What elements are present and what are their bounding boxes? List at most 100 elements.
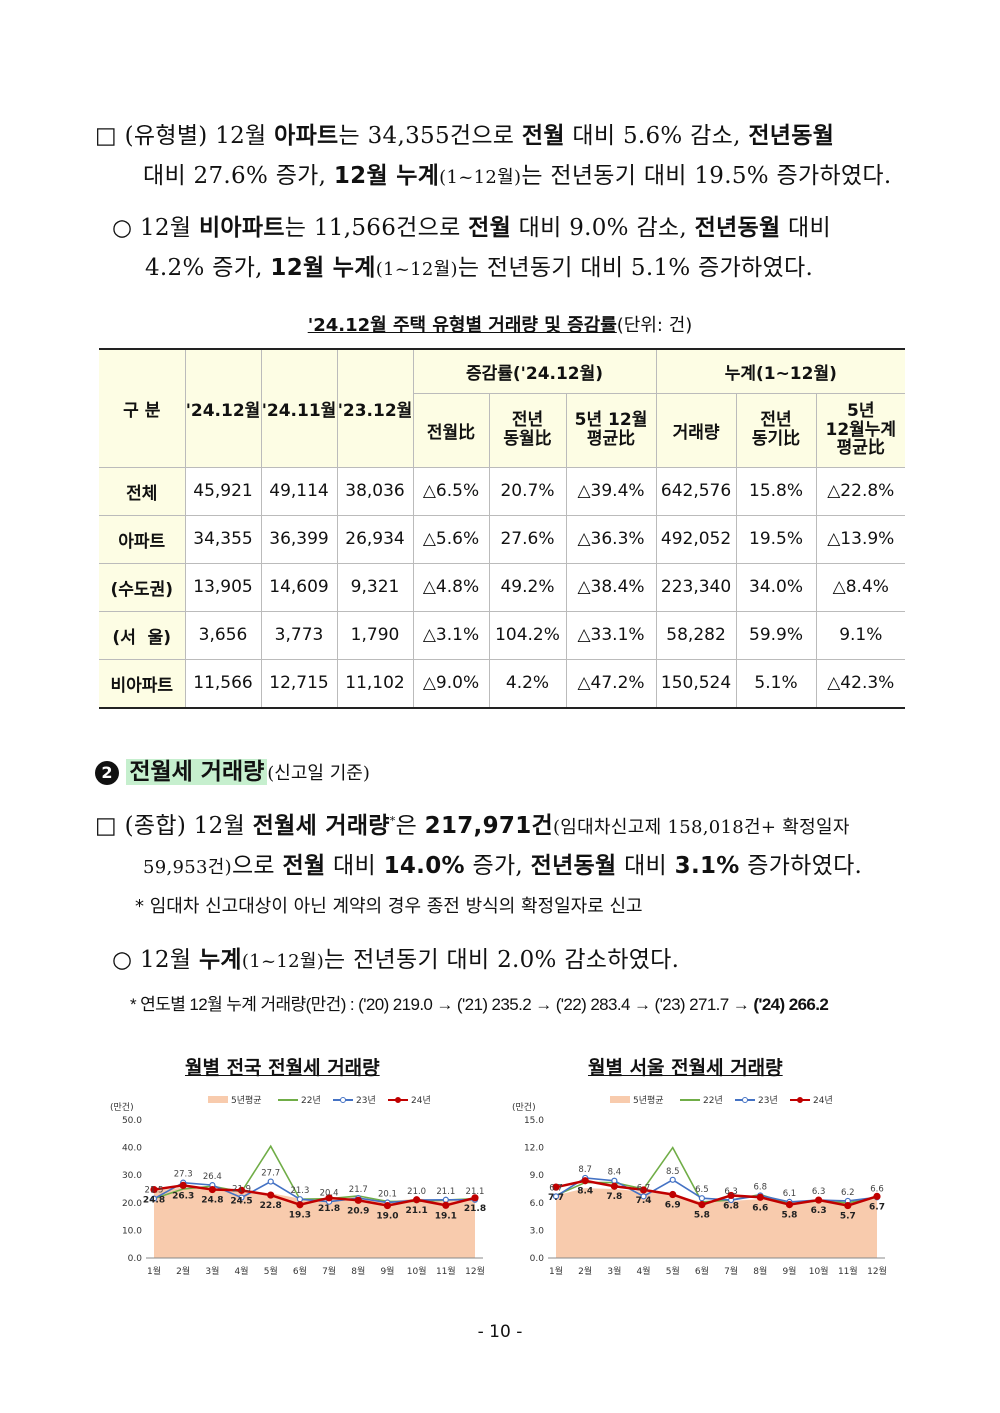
- text: (종합) 12월: [124, 813, 253, 839]
- text: 는 34,355건으로: [338, 123, 522, 149]
- legend-marker: [742, 1097, 748, 1103]
- data-label-23: 8.7: [578, 1165, 592, 1175]
- table-row: 아파트 34,355 36,399 26,934 △5.6% 27.6% △36.3% 492…: [99, 514, 906, 564]
- x-tick-label: 4월: [637, 1265, 651, 1277]
- table-cell: 20.7%: [488, 466, 567, 516]
- table-cell: △13.9%: [815, 514, 906, 564]
- para-line: 59,953건)으로 전월 대비 14.0% 증가, 전년동월 대비 3.1% …: [143, 846, 862, 880]
- text: (임대차신고제 158,018건+ 확정일자: [552, 817, 850, 838]
- x-tick-label: 4월: [235, 1265, 249, 1277]
- row-label: 전체: [99, 466, 186, 516]
- footnote-1: * 임대차 신고대상이 아닌 계약의 경우 종전 방식의 확정일자로 신고: [135, 896, 643, 917]
- text: 은: [395, 813, 425, 839]
- data-label-24: 21.8: [318, 1204, 340, 1214]
- data-label-24: 22.8: [260, 1201, 282, 1211]
- data-label-24: 5.7: [840, 1212, 856, 1222]
- data-label-23: 6.3: [724, 1187, 738, 1197]
- text: (1~12월): [439, 167, 522, 188]
- table-cell: 492,052: [655, 514, 737, 564]
- text: 대비 5.6% 감소,: [564, 123, 749, 149]
- legend-marker: [797, 1097, 803, 1103]
- table-cell: 5.1%: [735, 658, 817, 709]
- footnote-2: * 연도별 12월 누계 거래량(만건) : ('20) 219.0 → ('2…: [130, 990, 829, 1015]
- text-bold: 비아파트: [198, 215, 285, 241]
- x-tick-label: 2월: [176, 1265, 190, 1277]
- legend-swatch: [610, 1096, 630, 1103]
- x-tick-label: 8월: [753, 1265, 767, 1277]
- chart-title-seoul: 월별 서울 전월세 거래량: [588, 1057, 783, 1079]
- x-tick-label: 7월: [724, 1265, 738, 1277]
- x-tick-label: 11월: [436, 1265, 456, 1277]
- legend-marker: [340, 1097, 346, 1103]
- x-tick-label: 10월: [407, 1265, 427, 1277]
- text: 증가하였다.: [739, 853, 863, 879]
- y-tick-label: 50.0: [122, 1116, 142, 1126]
- page-number: - 10 -: [477, 1322, 523, 1342]
- text: * 연도별 12월 누계 거래량(만건) : ('20) 219.0 → ('2…: [130, 995, 754, 1014]
- series-point-24년: [354, 1196, 362, 1204]
- data-label-24: 19.1: [435, 1211, 457, 1221]
- header-5yr-avg: 5년 12월 평균比: [565, 393, 657, 467]
- y-tick-label: 40.0: [122, 1144, 142, 1154]
- table-cell: 34,355: [184, 514, 262, 564]
- table-cell: 3,773: [260, 610, 338, 660]
- row-label: (서 울): [99, 610, 186, 660]
- y-tick-label: 12.0: [524, 1144, 544, 1154]
- series-point-24년: [698, 1201, 706, 1209]
- y-axis-label: (만건): [110, 1102, 134, 1113]
- legend-label: 5년평균: [231, 1095, 262, 1106]
- table-cell: 26,934: [336, 514, 414, 564]
- x-tick-label: 5월: [666, 1265, 680, 1277]
- data-label-23: 6.6: [870, 1184, 884, 1194]
- text-bold: 3.1%: [674, 853, 740, 879]
- x-tick-label: 6월: [695, 1265, 709, 1277]
- data-label-23: 6.3: [812, 1187, 826, 1197]
- text: (유형별) 12월: [124, 123, 275, 149]
- series-point-24년: [237, 1186, 246, 1194]
- series-point-24년: [727, 1191, 735, 1200]
- x-tick-label: 12월: [867, 1265, 887, 1277]
- x-tick-label: 8월: [351, 1265, 365, 1277]
- table-cell: 11,102: [336, 658, 414, 709]
- data-label-24: 5.8: [694, 1211, 710, 1221]
- table-cell: △3.1%: [412, 610, 490, 660]
- series-line-24년: [555, 1179, 878, 1207]
- data-label-24: 20.9: [347, 1206, 369, 1216]
- series-point-24년: [267, 1191, 275, 1199]
- table-cell: △9.0%: [412, 658, 490, 709]
- table-cell: 3,656: [184, 610, 262, 660]
- text: 는 전년동기 대비 2.0% 감소하였다.: [324, 947, 680, 973]
- para-line: ○ 12월 누계(1~12월)는 전년동기 대비 2.0% 감소하였다.: [112, 940, 679, 974]
- data-label-24: 6.6: [752, 1203, 768, 1213]
- y-tick-label: 0.0: [128, 1254, 143, 1264]
- text: 는 전년동기 대비 19.5% 증가하였다.: [521, 163, 892, 189]
- text-bold: 전월: [282, 853, 326, 879]
- text: 12월: [140, 215, 199, 241]
- legend-label: 23년: [356, 1095, 376, 1106]
- x-tick-label: 7월: [322, 1265, 336, 1277]
- text: (1~12월): [375, 259, 458, 280]
- header-gubun: 구 분: [99, 348, 186, 467]
- series-point-24년: [552, 1183, 560, 1191]
- housing-transactions-table: 구 분 '24.12월 '24.11월 '23.12월 증감률('24.12월)…: [99, 348, 906, 709]
- table-cell: 150,524: [655, 658, 737, 709]
- text: 59,953건): [143, 857, 232, 878]
- data-label-23: 6.2: [841, 1188, 855, 1198]
- legend-label: 22년: [703, 1095, 723, 1106]
- data-label-24: 24.8: [143, 1196, 165, 1206]
- data-label-24: 21.1: [406, 1206, 428, 1216]
- table-cell: 4.2%: [488, 658, 567, 709]
- table-cell: 9.1%: [815, 610, 906, 660]
- data-label-24: 26.3: [172, 1191, 194, 1201]
- text: 는 11,566건으로: [284, 215, 469, 241]
- header-group-change: 증감률('24.12월): [412, 348, 657, 394]
- text: 대비 27.6% 증가,: [143, 163, 334, 189]
- series-point-24년: [296, 1201, 304, 1209]
- header-col-2312: '23.12월: [336, 348, 414, 467]
- text: 12월: [140, 947, 199, 973]
- x-tick-label: 9월: [782, 1265, 796, 1277]
- table-cell: 12,715: [260, 658, 338, 709]
- table-cell: 104.2%: [488, 610, 567, 660]
- data-label-23: 27.3: [174, 1170, 193, 1180]
- text-bold: 217,971건: [424, 813, 553, 839]
